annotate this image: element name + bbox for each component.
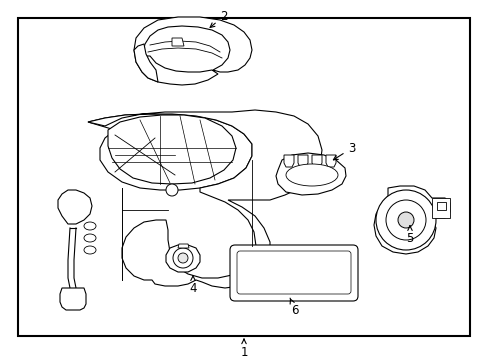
Polygon shape [297, 155, 307, 167]
FancyBboxPatch shape [237, 251, 350, 294]
Polygon shape [134, 44, 158, 82]
Polygon shape [431, 198, 449, 218]
Polygon shape [178, 244, 189, 248]
Text: 2: 2 [210, 9, 227, 27]
Polygon shape [275, 153, 346, 195]
Text: 1: 1 [240, 339, 247, 359]
Polygon shape [325, 155, 335, 167]
Polygon shape [165, 245, 200, 272]
Ellipse shape [84, 222, 96, 230]
Polygon shape [18, 18, 469, 336]
Ellipse shape [285, 164, 337, 186]
Polygon shape [88, 114, 251, 190]
Polygon shape [373, 186, 449, 254]
Polygon shape [108, 115, 236, 184]
Circle shape [397, 212, 413, 228]
Circle shape [385, 200, 425, 240]
Polygon shape [311, 155, 321, 167]
Ellipse shape [84, 234, 96, 242]
Polygon shape [284, 155, 293, 167]
Polygon shape [58, 190, 92, 224]
Circle shape [375, 190, 435, 250]
Circle shape [173, 248, 193, 268]
FancyBboxPatch shape [229, 245, 357, 301]
Text: 3: 3 [333, 141, 355, 160]
Ellipse shape [84, 246, 96, 254]
Text: 6: 6 [289, 298, 298, 316]
Circle shape [165, 184, 178, 196]
Polygon shape [172, 38, 183, 46]
Circle shape [178, 253, 187, 263]
Polygon shape [436, 202, 445, 210]
Polygon shape [60, 288, 86, 310]
Polygon shape [88, 110, 321, 288]
Polygon shape [134, 17, 251, 85]
Text: 4: 4 [189, 276, 196, 294]
Text: 5: 5 [406, 226, 413, 244]
